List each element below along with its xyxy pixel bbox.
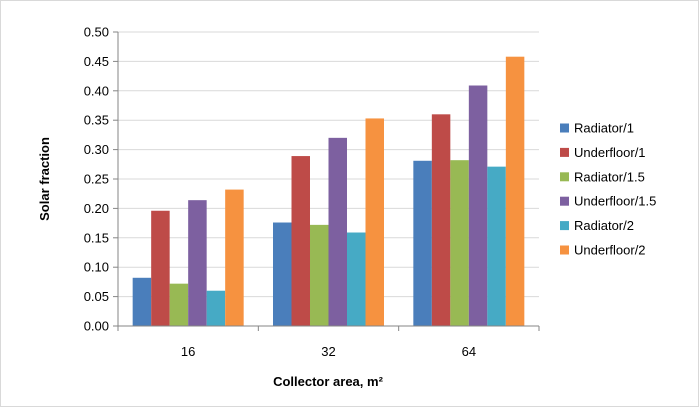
bar bbox=[431, 114, 451, 326]
y-tick-label: 0.45 bbox=[84, 54, 109, 69]
bar bbox=[413, 160, 432, 326]
legend-swatch bbox=[560, 221, 569, 231]
bar bbox=[450, 160, 469, 326]
y-tick-label: 0.10 bbox=[84, 260, 109, 275]
bar bbox=[468, 85, 488, 327]
bar bbox=[188, 200, 207, 326]
x-tick-label: 16 bbox=[181, 344, 195, 359]
legend-label: Underfloor/1.5 bbox=[574, 194, 656, 209]
y-tick-label: 0.25 bbox=[84, 172, 109, 187]
bar bbox=[291, 156, 310, 326]
legend-swatch bbox=[560, 123, 569, 133]
y-tick-label: 0.40 bbox=[84, 83, 109, 98]
bar bbox=[487, 166, 506, 326]
x-axis-title: Collector area, m² bbox=[273, 374, 383, 389]
axes: 0.00 0.05 0.10 0.15 0.20 0.25 0.30 0.35 0.40 0.45… bbox=[84, 25, 540, 359]
y-tick-label: 0.00 bbox=[84, 319, 109, 334]
bar bbox=[328, 137, 347, 326]
y-tick-label: 0.15 bbox=[84, 230, 109, 245]
y-tick-label: 0.05 bbox=[84, 289, 109, 304]
bar bbox=[225, 189, 244, 326]
legend: Radiator/1 Underfloor/1 Radiator/1.5 Underf… bbox=[560, 121, 656, 258]
legend-label: Radiator/2 bbox=[574, 218, 634, 233]
bar bbox=[310, 224, 329, 326]
bar bbox=[347, 232, 366, 326]
y-tick-label: 0.35 bbox=[84, 113, 109, 128]
bar bbox=[273, 222, 292, 326]
legend-label: Underfloor/2 bbox=[574, 243, 646, 258]
x-tick-label: 64 bbox=[462, 344, 476, 359]
legend-label: Radiator/1.5 bbox=[574, 169, 645, 184]
bar bbox=[151, 210, 170, 326]
x-tick-label: 32 bbox=[321, 344, 335, 359]
legend-swatch bbox=[560, 196, 569, 206]
bar bbox=[365, 118, 384, 326]
bar bbox=[169, 283, 189, 326]
bar bbox=[206, 290, 226, 326]
bars bbox=[132, 56, 525, 327]
legend-label: Underfloor/1 bbox=[574, 145, 646, 160]
y-tick-label: 0.50 bbox=[84, 25, 109, 40]
y-tick-label: 0.20 bbox=[84, 201, 109, 216]
bar bbox=[132, 277, 152, 326]
legend-swatch bbox=[560, 245, 569, 255]
y-tick-label: 0.30 bbox=[84, 142, 109, 157]
bar bbox=[505, 56, 525, 327]
legend-swatch bbox=[560, 172, 569, 182]
legend-label: Radiator/1 bbox=[574, 121, 634, 136]
legend-swatch bbox=[560, 147, 569, 157]
y-axis-title: Solar fraction bbox=[37, 137, 52, 221]
